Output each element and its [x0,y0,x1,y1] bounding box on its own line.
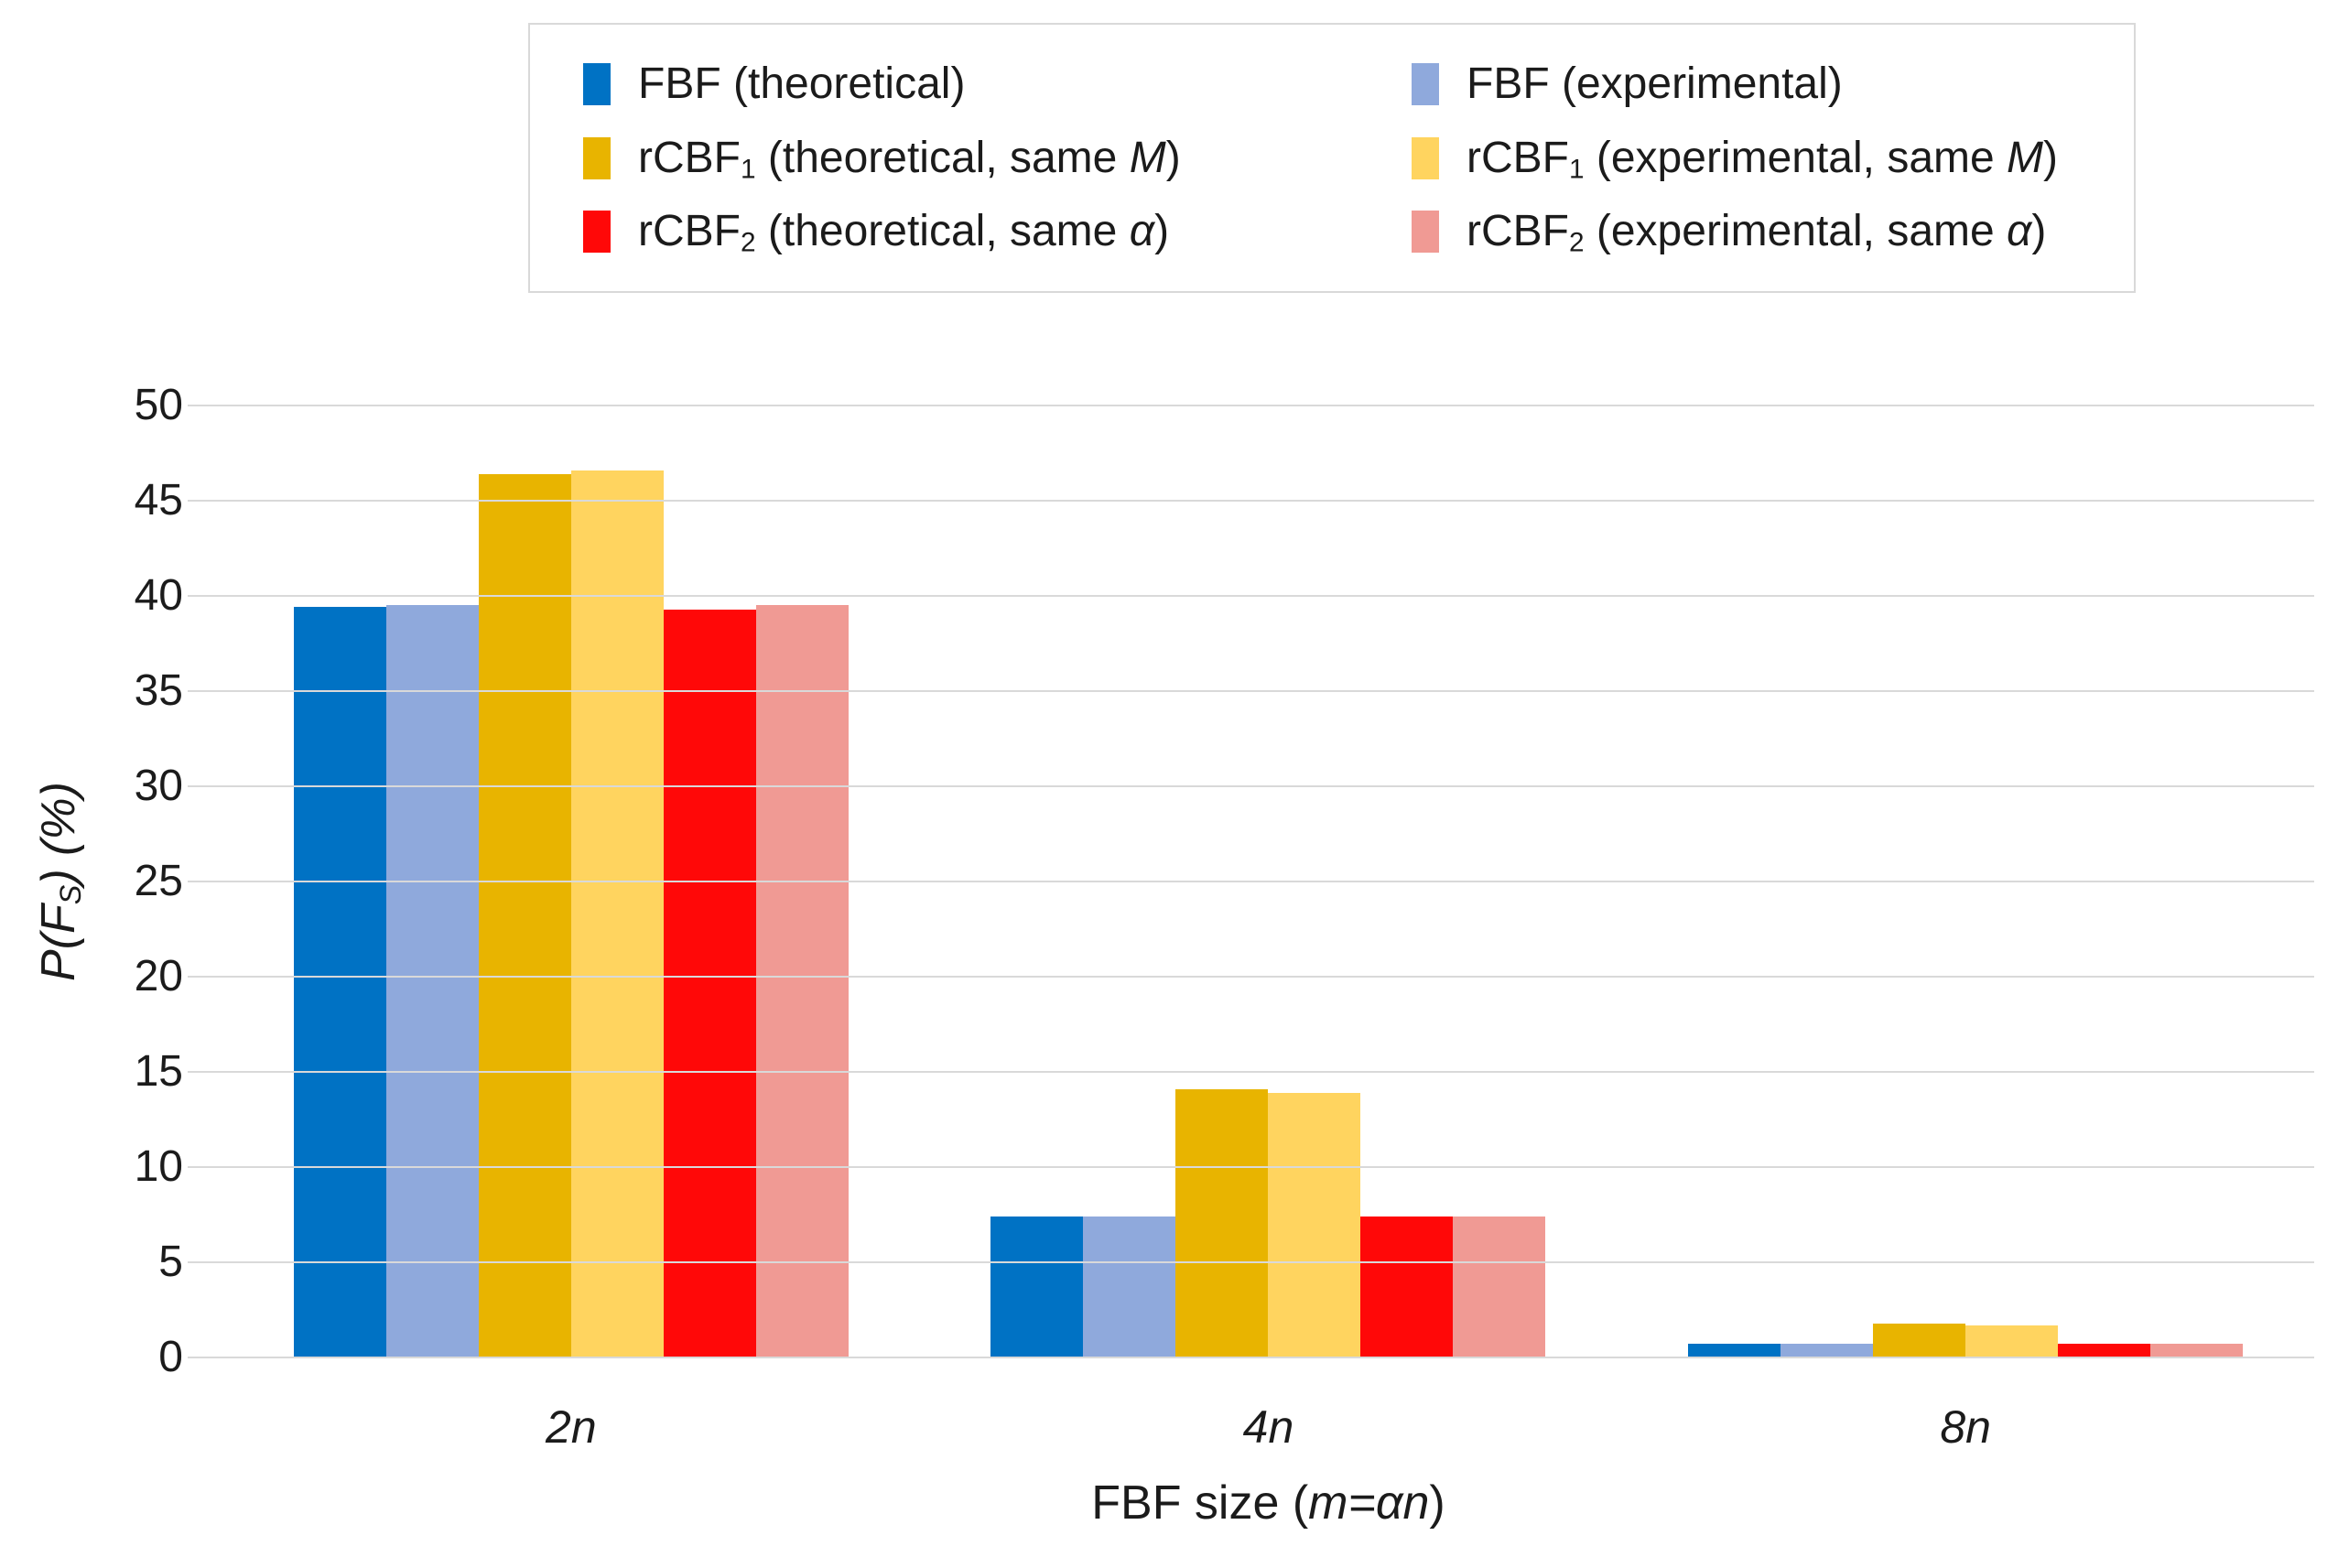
legend-item-label: rCBF1 (theoretical, same M) [638,133,1181,185]
y-axis-title-subscript: S [54,884,88,905]
y-tick-mark [188,785,222,787]
y-tick-mark [188,1357,222,1358]
gridline [222,1166,2314,1168]
bar-group [920,406,1618,1357]
gridline [222,785,2314,787]
plot-area [188,405,2314,1358]
bar [1175,1088,1269,1357]
x-tick-label: 4n [1242,1401,1294,1453]
bar [1268,1092,1361,1357]
legend-item-label: FBF (theoretical) [638,59,966,108]
bar [1780,1344,1874,1357]
gridline [222,690,2314,692]
bar [1360,1217,1454,1357]
gridline [222,405,2314,406]
legend-swatch [583,62,611,105]
gridline [222,1261,2314,1263]
x-axis-title-math: m=αn [1308,1476,1430,1530]
legend-swatch [1412,136,1439,179]
y-tick-label: 40 [134,571,183,620]
chart-legend: FBF (theoretical) FBF (experimental) rCBF1… [528,23,2136,293]
bar [1873,1323,1966,1357]
x-axis-title-prefix: FBF size ( [1091,1476,1309,1530]
y-tick-label: 50 [134,381,183,429]
y-tick-label: 10 [134,1142,183,1191]
y-axis-title-suffix: ) (%) [32,782,85,885]
y-tick-mark [188,500,222,502]
legend-item-label: rCBF1 (experimental, same M) [1467,133,2059,185]
y-tick-mark [188,1261,222,1263]
gridline [222,500,2314,502]
bar [1688,1344,1781,1357]
y-tick-mark [188,595,222,597]
bar [293,607,386,1357]
gridline [222,1357,2314,1358]
bar [990,1217,1084,1357]
bar [478,473,571,1357]
y-tick-label: 20 [134,952,183,1000]
bar [385,605,479,1357]
x-axis-title: FBF size (m=αn) [222,1476,2314,1530]
y-tick-label: 25 [134,857,183,905]
y-tick-label: 45 [134,476,183,524]
legend-item-label: rCBF2 (theoretical, same α) [638,207,1170,258]
y-tick-mark [188,690,222,692]
y-tick-label: 0 [158,1333,183,1381]
gridline [222,1071,2314,1073]
bar [2150,1344,2244,1357]
legend-swatch [1412,62,1439,105]
bar [570,470,664,1357]
legend-swatch [583,211,611,254]
y-tick-mark [188,881,222,882]
y-tick-mark [188,405,222,406]
gridline [222,976,2314,978]
bar [663,609,756,1357]
legend-swatch [583,136,611,179]
y-tick-label: 30 [134,762,183,810]
x-tick-label: 2n [546,1401,597,1453]
legend-item: FBF (theoretical) [583,59,1412,108]
bar-group [222,406,920,1357]
x-axis-tick-labels: 2n 4n 8n [222,1400,2314,1454]
x-axis-title-suffix: ) [1429,1476,1445,1530]
bar [1453,1217,1546,1357]
legend-swatch [1412,211,1439,254]
y-tick-label: 15 [134,1047,183,1096]
legend-item: rCBF1 (theoretical, same M) [583,133,1412,185]
bar [755,605,849,1357]
y-tick-mark [188,976,222,978]
legend-item: rCBF1 (experimental, same M) [1412,133,2134,185]
bar-groups [222,406,2314,1357]
bar [1965,1325,2059,1357]
bar-group [1617,406,2314,1357]
legend-item: rCBF2 (theoretical, same α) [583,207,1412,258]
y-tick-label: 5 [158,1238,183,1286]
legend-item: rCBF2 (experimental, same α) [1412,207,2134,258]
y-tick-mark [188,1166,222,1168]
gridline [222,595,2314,597]
gridline [222,881,2314,882]
bar [2058,1344,2151,1357]
y-tick-mark [188,1071,222,1073]
y-tick-label: 35 [134,666,183,715]
y-axis-title-main: P(F [32,904,85,981]
y-axis-title: P(FS) (%) [31,782,88,981]
x-tick-label: 8n [1940,1401,1991,1453]
bar [1083,1217,1176,1357]
legend-item-label: rCBF2 (experimental, same α) [1467,207,2047,258]
legend-item: FBF (experimental) [1412,59,2134,108]
legend-item-label: FBF (experimental) [1467,59,1843,108]
